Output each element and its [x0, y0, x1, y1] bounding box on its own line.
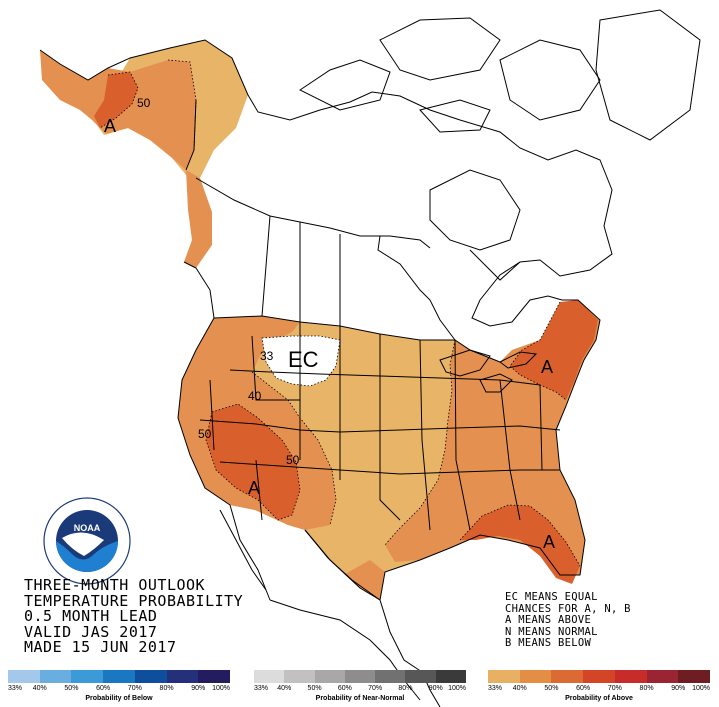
title-line: THREE-MONTH OUTLOOK	[24, 576, 206, 594]
map-outlines	[39, 9, 701, 707]
scale-swatch	[646, 670, 679, 683]
scale-swatch	[71, 670, 104, 683]
scale-tick-label: 50%	[307, 685, 322, 692]
scale-tick-label: 33%	[488, 685, 503, 692]
contour-33: 33	[260, 349, 274, 363]
scale-tick-label: 40%	[277, 685, 292, 692]
scale-tick-label: 80%	[639, 685, 654, 692]
contour-lines	[99, 59, 581, 567]
title-line: 0.5 MONTH LEAD	[24, 607, 158, 625]
scale-swatch	[198, 670, 231, 683]
scale-tick-label: 80%	[159, 685, 174, 692]
contour-50-alaska: 50	[137, 96, 151, 110]
note-line: A MEANS ABOVE	[505, 614, 592, 626]
scale-bar	[488, 670, 711, 683]
scale-tick-label: 90%	[191, 685, 206, 692]
scale-tick-label: 60%	[337, 685, 352, 692]
ec-label: EC	[288, 347, 319, 372]
a-label-southwest: A	[248, 478, 260, 498]
scale-tick-label: 100%	[448, 685, 466, 692]
scale-swatch	[134, 670, 167, 683]
gulf-coast-region	[345, 560, 385, 600]
alaska-core	[94, 72, 138, 128]
scale-tick-label: 70%	[127, 685, 142, 692]
scale-tick-label: 90%	[428, 685, 443, 692]
scale-tick-label: 70%	[368, 685, 383, 692]
scale-swatch	[375, 670, 406, 683]
scale-swatch	[166, 670, 199, 683]
scale-caption: Probability of Below	[85, 695, 153, 702]
scale-swatch	[103, 670, 135, 683]
title-line: MADE 15 JUN 2017	[24, 638, 177, 656]
note-line: B MEANS BELOW	[505, 637, 592, 649]
title-line: VALID JAS 2017	[24, 622, 158, 641]
southwest-above-50-region	[206, 404, 300, 520]
northeast-above-50-region	[510, 300, 598, 400]
scale-swatch	[254, 670, 285, 683]
scale-caption: Probability of Above	[565, 695, 633, 702]
scale-tick-label: 50%	[544, 685, 559, 692]
scale-bar	[254, 670, 466, 683]
scale-swatch	[435, 670, 466, 683]
scale-swatch	[284, 670, 315, 683]
note-line: EC MEANS EQUAL	[505, 591, 598, 603]
note-line: N MEANS NORMAL	[505, 625, 598, 638]
scale-tick-label: 100%	[212, 685, 230, 692]
scale-ticks: 33% 40% 50% 60% 70% 80% 90% 100%	[488, 685, 710, 695]
scale-tick-label: 33%	[254, 685, 269, 692]
scale-tick-label: 40%	[512, 685, 527, 692]
scale-tick-label: 80%	[398, 685, 413, 692]
scale-swatch	[678, 670, 711, 683]
scale-bar	[8, 670, 231, 683]
contour-50-west: 50	[198, 427, 212, 441]
title-line: TEMPERATURE PROBABILITY	[24, 591, 244, 610]
noaa-logo-text: NOAA	[74, 523, 101, 533]
legend-notes: EC MEANS EQUAL CHANCES FOR A, N, B A MEA…	[505, 591, 715, 650]
scale-caption: Probability of Near-Normal	[315, 695, 405, 702]
a-label-florida: A	[543, 532, 555, 552]
scale-swatch	[583, 670, 615, 683]
scale-swatch	[314, 670, 345, 683]
scale-tick-label: 100%	[692, 685, 710, 692]
scale-swatch	[519, 670, 552, 683]
scale-tick-label: 70%	[607, 685, 622, 692]
note-line: CHANCES FOR A, N, B	[505, 602, 631, 615]
scale-swatch	[405, 670, 436, 683]
below-scale: 33% 40% 50% 60% 70% 80% 90% 100% Probability of …	[8, 670, 231, 706]
scale-swatch	[551, 670, 584, 683]
florida-above-50-region	[460, 505, 580, 584]
scale-tick-label: 33%	[8, 685, 23, 692]
outlook-title-block: THREE-MONTH OUTLOOK TEMPERATURE PROBABIL…	[24, 576, 324, 656]
above-scale: 33% 40% 50% 60% 70% 80% 90% 100% Probability of …	[488, 670, 711, 706]
scale-tick-label: 60%	[96, 685, 111, 692]
scale-swatch	[614, 670, 647, 683]
scale-tick-label: 50%	[64, 685, 79, 692]
alaska-panhandle	[184, 170, 212, 268]
a-label-northeast: A	[541, 357, 553, 377]
scale-swatch	[344, 670, 376, 683]
scale-ticks: 33% 40% 50% 60% 70% 80% 90% 100%	[8, 685, 230, 695]
a-label-alaska: A	[104, 116, 116, 136]
scale-tick-label: 60%	[576, 685, 591, 692]
contour-50-southwest: 50	[286, 453, 300, 467]
noaa-logo: NOAA	[43, 497, 131, 585]
near-normal-scale: 33% 40% 50% 60% 70% 80% 90% 100% Probability of …	[254, 670, 466, 706]
ec-region	[262, 336, 340, 386]
scale-tick-label: 90%	[671, 685, 686, 692]
scale-swatch	[488, 670, 520, 683]
scale-ticks: 33% 40% 50% 60% 70% 80% 90% 100%	[254, 685, 466, 695]
scale-tick-label: 40%	[32, 685, 47, 692]
scale-swatch	[8, 670, 40, 683]
scale-swatch	[39, 670, 72, 683]
contour-40: 40	[248, 389, 262, 403]
